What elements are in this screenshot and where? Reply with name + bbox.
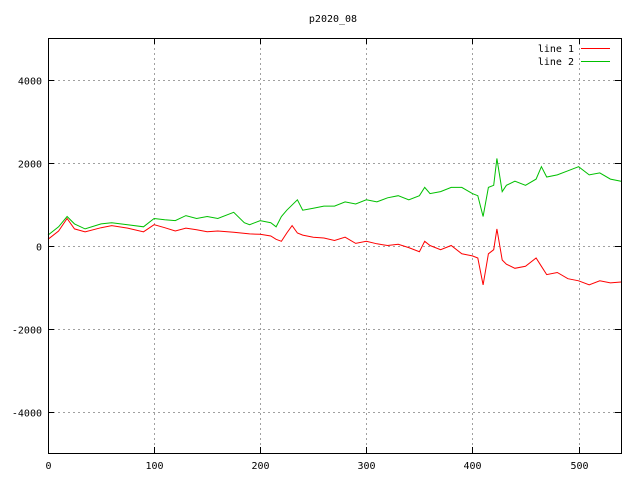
y-tick-label: 2000 bbox=[18, 160, 42, 171]
y-tick-label: 0 bbox=[36, 243, 42, 254]
x-tick-label: 400 bbox=[463, 461, 481, 472]
chart-title: p2020_08 bbox=[309, 14, 357, 25]
series-line-1 bbox=[47, 217, 622, 286]
legend: line 1 line 2 bbox=[538, 44, 610, 68]
series-lines bbox=[47, 158, 622, 286]
x-tick-label: 0 bbox=[45, 461, 51, 472]
x-tick-label: 300 bbox=[357, 461, 375, 472]
x-tick-label: 100 bbox=[145, 461, 163, 472]
legend-label-2: line 2 bbox=[538, 57, 574, 68]
y-tick-label: -2000 bbox=[12, 326, 42, 337]
axis-ticks: -4000 -2000 0 2000 4000 0 100 200 300 400 500 bbox=[12, 38, 621, 472]
x-tick-label: 200 bbox=[251, 461, 269, 472]
legend-label-1: line 1 bbox=[538, 44, 574, 55]
plot-frame bbox=[48, 38, 622, 454]
y-tick-label: -4000 bbox=[12, 409, 42, 420]
y-tick-label: 4000 bbox=[18, 77, 42, 88]
series-line-2 bbox=[47, 158, 622, 236]
x-tick-label: 500 bbox=[570, 461, 588, 472]
grid-lines bbox=[48, 38, 621, 453]
